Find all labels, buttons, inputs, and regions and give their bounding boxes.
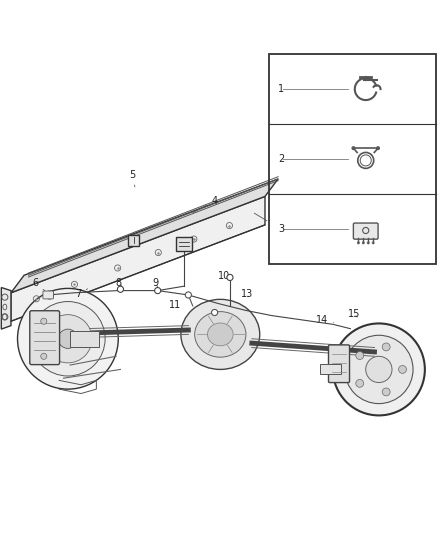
Text: 11: 11 <box>169 296 187 310</box>
Circle shape <box>357 242 359 244</box>
Circle shape <box>333 324 425 415</box>
Ellipse shape <box>181 300 260 369</box>
Circle shape <box>117 286 124 292</box>
Text: 2: 2 <box>278 154 284 164</box>
Circle shape <box>227 274 233 280</box>
Polygon shape <box>11 179 278 293</box>
FancyBboxPatch shape <box>70 331 99 346</box>
FancyBboxPatch shape <box>320 364 341 374</box>
Circle shape <box>46 291 53 299</box>
Circle shape <box>212 310 218 316</box>
Text: 7: 7 <box>75 289 88 299</box>
Circle shape <box>382 388 390 396</box>
Circle shape <box>44 314 92 363</box>
Text: 5: 5 <box>129 169 135 187</box>
Circle shape <box>352 147 355 150</box>
Text: 13: 13 <box>241 289 254 298</box>
Text: 15: 15 <box>348 309 360 319</box>
Ellipse shape <box>194 312 246 357</box>
FancyBboxPatch shape <box>176 237 192 251</box>
FancyBboxPatch shape <box>30 311 60 365</box>
Circle shape <box>372 242 374 244</box>
Text: 6: 6 <box>32 278 47 293</box>
Circle shape <box>185 292 191 298</box>
Ellipse shape <box>208 323 233 346</box>
Text: 1: 1 <box>278 84 284 94</box>
Circle shape <box>31 302 105 376</box>
Text: 8: 8 <box>115 278 122 288</box>
Circle shape <box>345 335 413 403</box>
Circle shape <box>377 147 379 150</box>
Circle shape <box>399 366 406 374</box>
Circle shape <box>356 352 364 359</box>
Text: 4: 4 <box>193 196 218 213</box>
FancyBboxPatch shape <box>128 235 139 246</box>
Circle shape <box>367 242 369 244</box>
Circle shape <box>58 329 78 349</box>
Circle shape <box>41 318 47 324</box>
Polygon shape <box>11 197 265 321</box>
Circle shape <box>382 343 390 351</box>
Circle shape <box>18 288 118 389</box>
Text: 12: 12 <box>200 311 212 320</box>
Circle shape <box>362 242 364 244</box>
FancyBboxPatch shape <box>353 223 378 239</box>
FancyBboxPatch shape <box>43 291 53 299</box>
Text: 10: 10 <box>218 271 230 281</box>
Circle shape <box>356 379 364 387</box>
Text: 14: 14 <box>316 315 334 325</box>
Circle shape <box>41 353 47 359</box>
Text: 9: 9 <box>152 278 159 288</box>
Circle shape <box>155 287 161 294</box>
Text: 3: 3 <box>278 224 284 235</box>
Circle shape <box>366 356 392 383</box>
Polygon shape <box>1 287 11 329</box>
FancyBboxPatch shape <box>328 345 350 383</box>
